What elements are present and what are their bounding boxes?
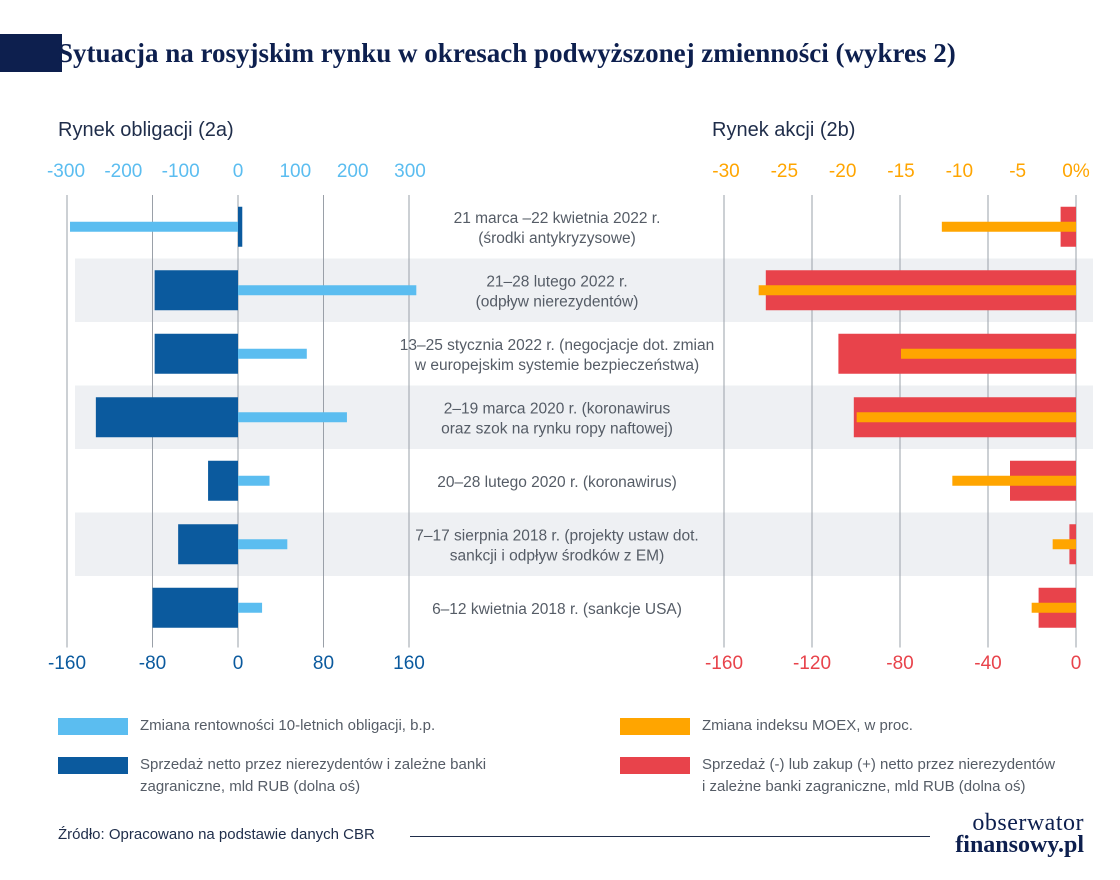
- chart-canvas: Rynek obligacji (2a) Rynek akcji (2b)-300…: [47, 119, 1093, 674]
- bar-bond-flows: [238, 206, 243, 247]
- source-note: Źródło: Opracowano na podstawie danych C…: [58, 826, 375, 843]
- category-label: 2–19 marca 2020 r. (koronawirus: [444, 400, 671, 417]
- left-top-tick-label: -100: [162, 161, 200, 182]
- category-label: (odpływ nierezydentów): [476, 293, 639, 310]
- category-label: w europejskim systemie bezpieczeństwa): [414, 357, 699, 374]
- legend-swatch-moex: [620, 718, 690, 735]
- right-panel-title: Rynek akcji (2b): [712, 119, 855, 141]
- right-top-tick-label: -25: [771, 161, 798, 182]
- bar-bond-yield: [238, 475, 270, 486]
- bar-bond-flows: [154, 270, 238, 311]
- bar-bond-flows: [152, 587, 238, 628]
- left-top-tick-label: 0: [233, 161, 244, 182]
- legend-label-yield: Zmiana rentowności 10-letnich obligacji,…: [140, 717, 436, 734]
- left-panel-title: Rynek obligacji (2a): [58, 119, 234, 141]
- legend-item-moex: Zmiana indeksu MOEX, w proc.: [620, 717, 913, 737]
- bar-moex-index: [856, 412, 1076, 423]
- category-label: 7–17 sierpnia 2018 r. (projekty ustaw do…: [415, 527, 698, 544]
- source-divider: [410, 836, 930, 837]
- left-top-tick-label: -200: [104, 161, 142, 182]
- bar-moex-index: [941, 221, 1076, 232]
- category-label: 13–25 stycznia 2022 r. (negocjacje dot. …: [400, 337, 715, 354]
- logo-line-2: finansowy.pl: [955, 832, 1084, 858]
- legend-item-equity-flows: Sprzedaż (-) lub zakup (+) netto przez n…: [620, 756, 1056, 798]
- bar-bond-yield: [70, 221, 238, 232]
- bar-moex-index: [758, 285, 1076, 296]
- right-top-tick-label: -30: [712, 161, 739, 182]
- right-top-tick-label: 0%: [1062, 161, 1090, 182]
- left-top-tick-label: 200: [337, 161, 369, 182]
- category-label: 20–28 lutego 2020 r. (koronawirus): [437, 474, 677, 491]
- left-bottom-tick-label: -160: [48, 653, 86, 674]
- title-accent-bar: [0, 34, 62, 72]
- legend-label-bond-flows: Sprzedaż netto przez nierezydentów i zal…: [140, 756, 487, 795]
- left-bottom-tick-label: 160: [393, 653, 425, 674]
- right-top-tick-label: -5: [1009, 161, 1026, 182]
- bar-bond-yield: [238, 412, 347, 423]
- bar-bond-flows: [95, 397, 238, 438]
- left-top-tick-label: 100: [279, 161, 311, 182]
- right-bottom-tick-label: -40: [974, 653, 1001, 674]
- right-bottom-tick-label: -80: [886, 653, 913, 674]
- right-top-tick-label: -15: [887, 161, 914, 182]
- right-bottom-tick-label: -160: [705, 653, 743, 674]
- bar-bond-flows: [154, 333, 238, 374]
- bar-bond-yield: [238, 602, 263, 613]
- brand-logo: obserwator finansowy.pl: [955, 810, 1084, 858]
- bar-moex-index: [1031, 602, 1076, 613]
- legend-item-bond-flows: Sprzedaż netto przez nierezydentów i zal…: [58, 756, 487, 798]
- category-label: 21–28 lutego 2022 r.: [486, 273, 627, 290]
- category-label: oraz szok na rynku ropy naftowej): [441, 420, 673, 437]
- left-bottom-tick-label: 0: [233, 653, 244, 674]
- right-bottom-tick-label: -120: [793, 653, 831, 674]
- bar-bond-yield: [238, 348, 307, 359]
- left-top-tick-label: 300: [394, 161, 426, 182]
- bar-moex-index: [1052, 539, 1076, 550]
- bar-bond-yield: [238, 285, 417, 296]
- bar-moex-index: [901, 348, 1076, 359]
- left-bottom-tick-label: -80: [139, 653, 166, 674]
- right-bottom-tick-label: 0: [1071, 653, 1082, 674]
- right-top-tick-label: -10: [946, 161, 973, 182]
- legend-item-yield: Zmiana rentowności 10-letnich obligacji,…: [58, 717, 436, 737]
- category-label: 21 marca –22 kwietnia 2022 r.: [454, 210, 661, 227]
- bar-bond-flows: [178, 524, 238, 565]
- left-top-tick-label: -300: [47, 161, 85, 182]
- page-title: Sytuacja na rosyjskim rynku w okresach p…: [58, 38, 956, 68]
- category-label: 6–12 kwietnia 2018 r. (sankcje USA): [432, 601, 682, 618]
- legend-swatch-equity-flows: [620, 757, 690, 774]
- bar-bond-flows: [208, 460, 238, 501]
- right-top-tick-label: -20: [829, 161, 856, 182]
- category-label: (środki antykryzysowe): [478, 230, 636, 247]
- logo-line-1: obserwator: [972, 810, 1084, 836]
- legend-label-equity-flows: Sprzedaż (-) lub zakup (+) netto przez n…: [702, 756, 1056, 795]
- legend-swatch-yield: [58, 718, 128, 735]
- left-bottom-tick-label: 80: [313, 653, 334, 674]
- legend-label-moex: Zmiana indeksu MOEX, w proc.: [702, 717, 913, 734]
- legend-swatch-bond-flows: [58, 757, 128, 774]
- category-label: sankcji i odpływ środków z EM): [450, 547, 664, 564]
- bar-moex-index: [952, 475, 1076, 486]
- bar-bond-yield: [238, 539, 288, 550]
